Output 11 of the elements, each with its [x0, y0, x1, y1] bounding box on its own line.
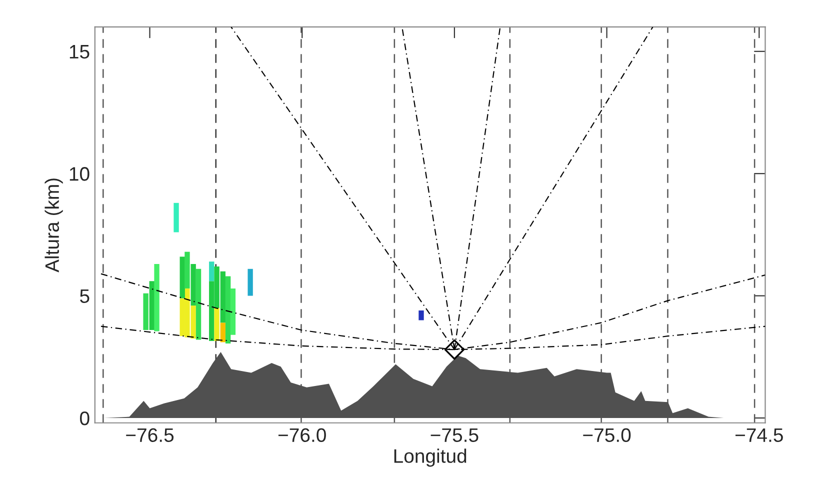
- y-tick-label: 5: [80, 289, 90, 304]
- y-tick-label: 15: [70, 45, 90, 59]
- x-tick-label: −74.5: [736, 428, 783, 442]
- x-tick-label: −76.0: [278, 428, 326, 442]
- y-axis-title: Altura (km): [44, 178, 63, 272]
- x-axis-title: Longitud: [394, 448, 466, 467]
- x-tick-label: −76.5: [126, 428, 174, 442]
- x-tick-label: −75.5: [430, 428, 478, 442]
- y-tick-label: 10: [70, 167, 90, 181]
- x-tick-label: −75.0: [583, 428, 631, 442]
- y-tick-label: 0: [80, 411, 90, 426]
